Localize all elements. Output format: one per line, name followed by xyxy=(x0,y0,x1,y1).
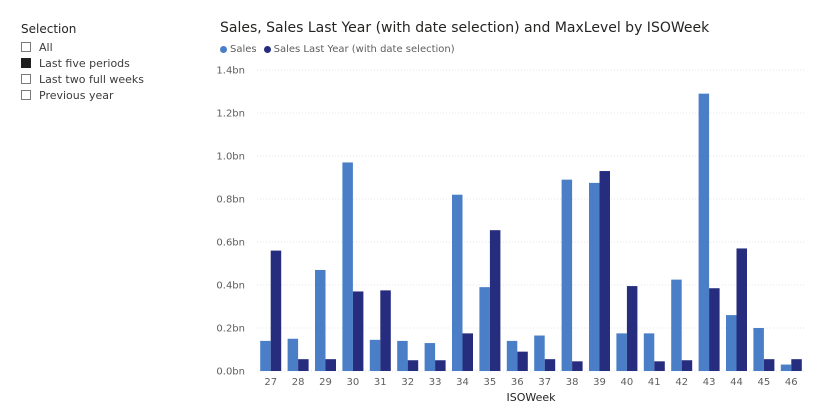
slicer-item[interactable]: Last two full weeks xyxy=(21,71,201,87)
x-tick-label: 35 xyxy=(484,377,497,388)
x-tick-label: 46 xyxy=(785,377,798,388)
x-tick-label: 36 xyxy=(511,377,524,388)
bar-sales[interactable] xyxy=(424,343,436,371)
bar-sales-last-year[interactable] xyxy=(407,360,419,371)
bar-sales-last-year[interactable] xyxy=(325,359,337,371)
bar-sales[interactable] xyxy=(671,279,682,371)
x-tick-label: 28 xyxy=(292,377,305,388)
x-tick-label: 42 xyxy=(675,377,688,388)
bar-sales[interactable] xyxy=(506,340,518,371)
bar-sales-last-year[interactable] xyxy=(736,248,748,371)
x-tick-label: 31 xyxy=(374,377,387,388)
bar-sales-last-year[interactable] xyxy=(681,360,693,371)
y-tick-label: 0.4bn xyxy=(216,281,245,292)
bar-sales-last-year[interactable] xyxy=(380,290,391,371)
bar-sales[interactable] xyxy=(753,328,764,371)
slicer-item[interactable]: Last five periods xyxy=(21,55,201,71)
bar-sales[interactable] xyxy=(260,340,271,371)
y-tick-label: 0.8bn xyxy=(216,195,245,206)
bar-sales-last-year[interactable] xyxy=(270,250,282,371)
bar-sales[interactable] xyxy=(780,364,792,371)
chart-legend: Sales Sales Last Year (with date selecti… xyxy=(220,44,462,55)
y-tick-label: 0.6bn xyxy=(216,238,245,249)
x-tick-label: 27 xyxy=(264,377,277,388)
checkbox-icon[interactable] xyxy=(21,42,31,52)
x-tick-label: 40 xyxy=(621,377,634,388)
slicer-item-label: Previous year xyxy=(39,88,114,102)
bar-sales[interactable] xyxy=(287,338,299,371)
x-tick-label: 43 xyxy=(703,377,716,388)
bar-sales[interactable] xyxy=(342,162,353,371)
slicer-title: Selection xyxy=(21,22,77,36)
bar-sales-last-year[interactable] xyxy=(544,359,556,371)
x-tick-label: 34 xyxy=(456,377,469,388)
x-tick-label: 44 xyxy=(730,377,743,388)
slicer-item[interactable]: Previous year xyxy=(21,87,201,103)
chart-title: Sales, Sales Last Year (with date select… xyxy=(220,20,710,36)
bar-sales-last-year[interactable] xyxy=(517,351,528,371)
x-tick-label: 41 xyxy=(648,377,661,388)
y-tick-label: 1.4bn xyxy=(216,66,245,77)
legend-label-sales-last-year: Sales Last Year (with date selection) xyxy=(273,44,455,55)
bar-sales-last-year[interactable] xyxy=(654,361,665,371)
x-tick-label: 30 xyxy=(347,377,360,388)
x-tick-label: 45 xyxy=(758,377,771,388)
x-tick-label: 32 xyxy=(401,377,414,388)
checkbox-icon[interactable] xyxy=(21,58,31,68)
bar-sales-last-year[interactable] xyxy=(462,333,474,371)
checkbox-icon[interactable] xyxy=(21,90,31,100)
x-tick-label: 29 xyxy=(319,377,332,388)
bar-sales-last-year[interactable] xyxy=(599,171,611,371)
legend-label-sales: Sales xyxy=(230,44,257,55)
bar-sales-last-year[interactable] xyxy=(763,359,775,371)
x-axis-title: ISOWeek xyxy=(506,391,556,404)
selection-slicer: Selection All Last five periods Last two f… xyxy=(21,22,201,103)
bar-sales-last-year[interactable] xyxy=(298,359,309,371)
bar-sales[interactable] xyxy=(726,315,737,371)
bar-sales-last-year[interactable] xyxy=(572,361,583,371)
y-tick-label: 0.0bn xyxy=(216,367,245,378)
bar-sales[interactable] xyxy=(479,287,490,371)
x-tick-label: 39 xyxy=(593,377,606,388)
bar-sales[interactable] xyxy=(369,339,381,371)
x-tick-label: 37 xyxy=(538,377,551,388)
slicer-item-label: All xyxy=(39,40,53,54)
x-tick-label: 38 xyxy=(566,377,579,388)
bar-sales[interactable] xyxy=(452,194,463,371)
x-tick-label: 33 xyxy=(429,377,442,388)
bar-sales-last-year[interactable] xyxy=(791,359,802,371)
legend-dot-sales xyxy=(220,46,227,53)
bar-sales-last-year[interactable] xyxy=(709,288,720,371)
legend-item-sales[interactable]: Sales xyxy=(220,44,257,55)
legend-item-sales-last-year[interactable]: Sales Last Year (with date selection) xyxy=(263,44,455,55)
bar-sales-last-year[interactable] xyxy=(435,360,446,371)
y-tick-label: 0.2bn xyxy=(216,324,245,335)
slicer-item-label: Last two full weeks xyxy=(39,72,145,86)
bar-sales-last-year[interactable] xyxy=(626,286,638,371)
bar-sales[interactable] xyxy=(643,333,655,371)
bar-sales[interactable] xyxy=(534,335,545,371)
y-tick-label: 1.2bn xyxy=(216,109,245,120)
bar-sales[interactable] xyxy=(616,333,627,371)
legend-dot-sales-last-year xyxy=(263,46,271,53)
checkbox-icon[interactable] xyxy=(21,74,31,84)
bar-sales[interactable] xyxy=(589,182,600,371)
bar-sales[interactable] xyxy=(561,179,573,371)
bar-sales-last-year[interactable] xyxy=(489,230,501,371)
bar-sales[interactable] xyxy=(315,269,326,371)
bar-sales-last-year[interactable] xyxy=(352,291,364,371)
bar-sales[interactable] xyxy=(397,340,408,371)
y-tick-label: 1.0bn xyxy=(216,152,245,163)
slicer-item-label: Last five periods xyxy=(39,56,130,70)
slicer-item[interactable]: All xyxy=(21,39,201,55)
bar-sales[interactable] xyxy=(698,93,710,372)
